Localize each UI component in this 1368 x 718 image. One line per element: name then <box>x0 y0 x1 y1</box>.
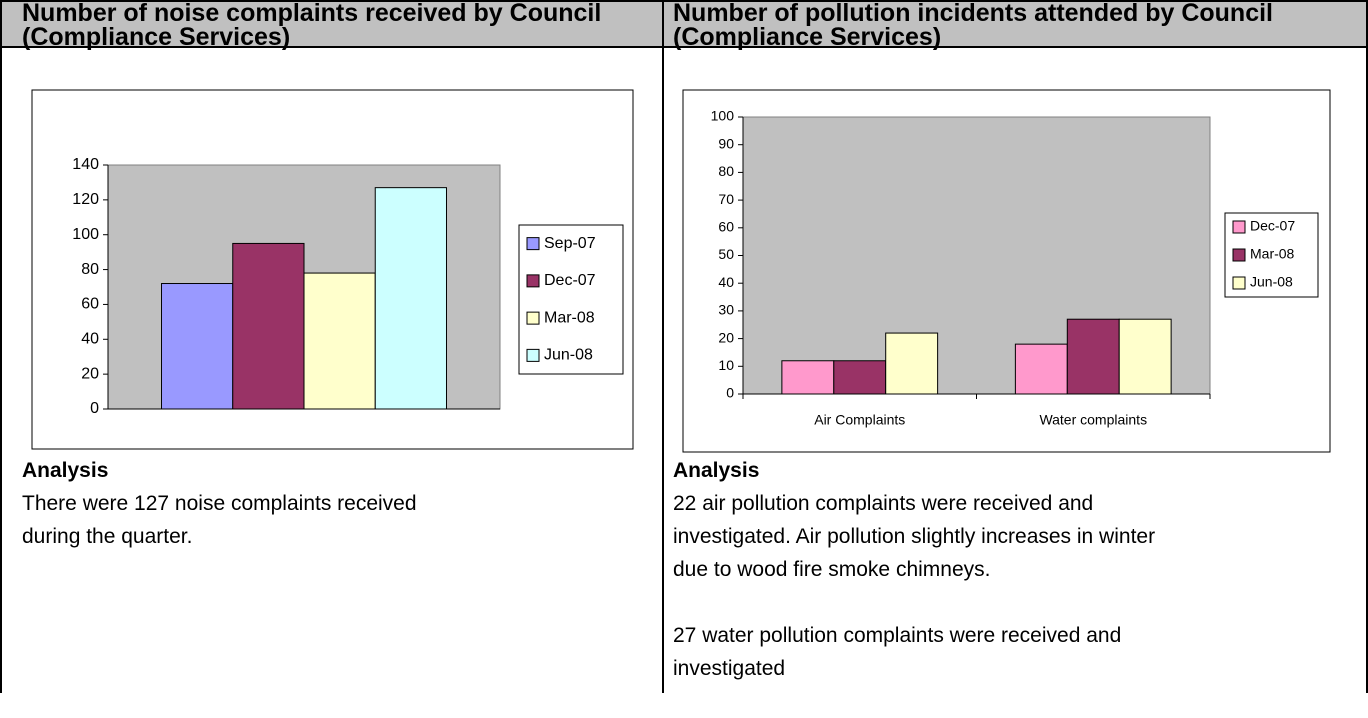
text-line: investigated <box>673 657 786 680</box>
legend-label: Sep-07 <box>544 235 596 252</box>
text-line: 27 water pollution complaints were recei… <box>673 624 1122 647</box>
y-tick-label: 120 <box>72 191 99 208</box>
panel-title: Number of pollution incidents attended b… <box>673 0 1273 51</box>
border <box>0 0 2 693</box>
analysis-text: 22 air pollution complaints were receive… <box>673 487 1155 718</box>
bar <box>161 283 234 410</box>
page: Number of noise complaints received by C… <box>0 0 1368 693</box>
bar <box>1014 343 1068 395</box>
legend-label: Jun-08 <box>1250 274 1293 290</box>
bar <box>303 272 376 410</box>
y-tick-label: 10 <box>718 357 734 373</box>
y-tick-label: 100 <box>711 108 735 124</box>
y-tick-label: 20 <box>81 365 99 382</box>
y-tick-label: 40 <box>718 274 734 290</box>
legend-label: Dec-07 <box>1250 218 1295 234</box>
bar <box>1118 318 1172 395</box>
legend-swatch <box>1232 220 1246 234</box>
legend-swatch <box>526 348 540 362</box>
y-tick-label: 70 <box>718 191 734 207</box>
y-tick-label: 50 <box>718 246 734 262</box>
y-tick-label: 60 <box>81 296 99 313</box>
y-tick-label: 0 <box>90 400 99 417</box>
bar <box>374 187 447 410</box>
legend-label: Mar-08 <box>1250 246 1295 262</box>
header-bar <box>0 0 1368 48</box>
border <box>1366 0 1368 693</box>
bar <box>232 242 305 410</box>
legend-swatch <box>526 237 540 251</box>
legend-swatch <box>1232 276 1246 290</box>
bar <box>1066 318 1120 395</box>
legend-swatch <box>1232 248 1246 262</box>
panel-title: Number of noise complaints received by C… <box>22 0 602 51</box>
y-tick-label: 140 <box>72 156 99 173</box>
bar <box>833 360 887 395</box>
paragraph: 27 water pollution complaints were recei… <box>673 619 1155 685</box>
text-line: during the quarter. <box>22 525 193 548</box>
y-tick-label: 20 <box>718 329 734 345</box>
bar <box>781 360 835 395</box>
x-tick-label: Water complaints <box>1039 412 1147 428</box>
y-tick-label: 0 <box>726 385 734 401</box>
border <box>662 0 664 693</box>
text-line: due to wood fire smoke chimneys. <box>673 558 991 581</box>
y-tick-label: 90 <box>718 135 734 151</box>
bar <box>885 332 939 395</box>
text-line: investigated. Air pollution slightly inc… <box>673 525 1156 548</box>
analysis-heading: Analysis <box>673 459 760 482</box>
paragraph: 22 air pollution complaints were receive… <box>673 487 1155 586</box>
legend-label: Dec-07 <box>544 272 596 289</box>
analysis-text: There were 127 noise complaints received… <box>22 487 417 586</box>
legend-swatch <box>526 311 540 325</box>
legend-swatch <box>526 274 540 288</box>
y-tick-label: 30 <box>718 302 734 318</box>
y-tick-label: 80 <box>81 261 99 278</box>
analysis-heading: Analysis <box>22 459 109 482</box>
y-tick-label: 80 <box>718 163 734 179</box>
paragraph: There were 127 noise complaints received… <box>22 487 417 553</box>
text-line: 22 air pollution complaints were receive… <box>673 492 1094 515</box>
legend-label: Mar-08 <box>544 309 595 326</box>
x-tick-label: Air Complaints <box>814 412 905 428</box>
text-line: There were 127 noise complaints received <box>22 492 417 515</box>
charts: 020406080100120140Sep-07Dec-07Mar-08Jun-… <box>31 89 1331 453</box>
y-tick-label: 40 <box>81 331 99 348</box>
y-tick-label: 100 <box>72 226 99 243</box>
legend-label: Jun-08 <box>544 347 593 364</box>
y-tick-label: 60 <box>718 219 734 235</box>
